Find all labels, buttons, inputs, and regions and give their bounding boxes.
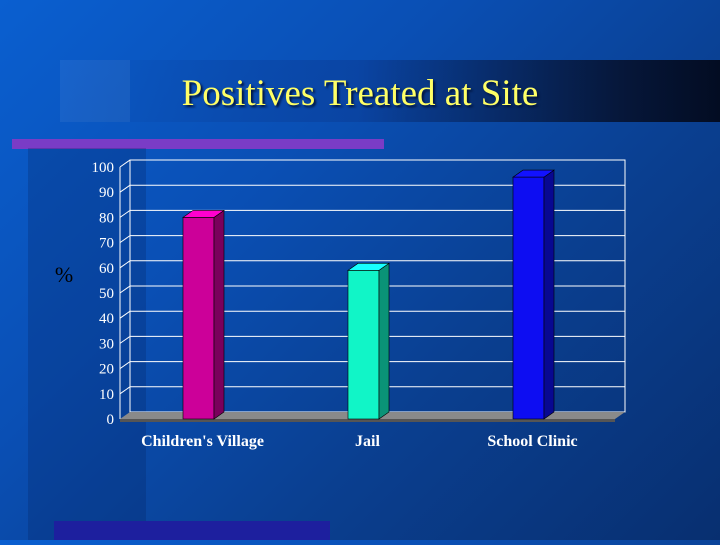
gridline-depth xyxy=(119,184,131,193)
accent-bar-top xyxy=(12,139,384,149)
bar-front xyxy=(347,270,380,420)
y-tick-label: 30 xyxy=(99,336,114,352)
x-tick-label: Children's Village xyxy=(141,433,264,450)
gridline-depth xyxy=(119,310,131,319)
gridline-depth xyxy=(119,386,131,395)
bar-side xyxy=(213,209,225,420)
x-tick-label: School Clinic xyxy=(487,433,577,450)
bar-side xyxy=(543,169,555,420)
x-tick-label: Jail xyxy=(355,433,380,450)
y-tick-label: 100 xyxy=(92,160,115,176)
bar-front xyxy=(512,176,545,420)
y-tick-label: 70 xyxy=(99,236,114,252)
accent-bar-bottom xyxy=(54,521,330,540)
bar xyxy=(182,209,225,420)
bar-top xyxy=(512,169,555,178)
y-tick-label: 90 xyxy=(99,185,114,201)
bar-top xyxy=(347,263,390,271)
x-axis-labels: Children's Village Jail School Clinic xyxy=(141,433,578,450)
gridline-depth xyxy=(119,159,131,168)
bar xyxy=(512,169,555,420)
bar-top xyxy=(182,210,225,218)
y-tick-label: 20 xyxy=(99,362,114,378)
slide-title: Positives Treated at Site xyxy=(181,73,539,114)
gridline-depth xyxy=(119,335,131,344)
y-tick-label: 10 xyxy=(99,387,114,403)
y-tick-label: 0 xyxy=(107,412,115,428)
y-tick-label: 60 xyxy=(99,261,114,277)
bar-side xyxy=(378,262,390,420)
title-banner-edge xyxy=(60,60,130,122)
chart-bars xyxy=(182,169,555,420)
gridline-depth xyxy=(119,361,131,370)
y-axis-label: % xyxy=(55,262,73,287)
title-banner xyxy=(60,60,720,122)
bar-front xyxy=(182,217,215,420)
gridline-depth xyxy=(119,235,131,244)
bar xyxy=(347,262,390,420)
y-axis-ticks: 0 10 20 30 40 50 60 70 80 90 100 xyxy=(92,160,115,428)
gridline-depth xyxy=(119,209,131,218)
y-tick-label: 50 xyxy=(99,286,114,302)
chart-floor-edge xyxy=(120,419,615,422)
y-tick-label: 80 xyxy=(99,210,114,226)
y-tick-label: 40 xyxy=(99,311,114,327)
gridline-depth xyxy=(119,285,131,294)
gridline-depth xyxy=(119,260,131,269)
